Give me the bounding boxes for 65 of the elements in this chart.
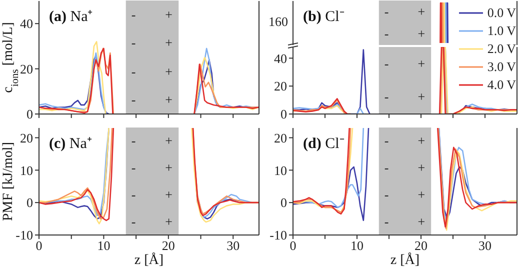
annotation: + [416,133,426,150]
x-tick-label: 20 [414,238,428,254]
annotation: - [130,92,137,108]
annotation: + [416,214,426,230]
annotation: + [164,160,174,176]
annotation: + [164,7,174,24]
annotation: - [383,4,390,20]
y-tick-label: 0 [26,106,33,122]
legend-label: 1.0 V [487,23,516,39]
annotation: + [164,186,174,203]
x-axis-title: z [Å] [133,253,165,269]
x-tick-label: 20 [162,238,175,254]
annotation: + [416,89,426,106]
y-tick-label: 0 [280,106,287,122]
y-tick-label: 10 [20,162,33,178]
x-tick-label: 30 [478,238,492,254]
annotation: + [416,160,426,176]
y-axis-title: PMF [kJ/mol] [1,142,16,221]
y-tick-label: 10 [274,162,287,178]
y-tick-label: 0 [26,195,33,210]
annotation: (b) Cl⁻ [303,9,344,25]
text: 160 [268,14,288,30]
annotation: + [416,186,426,203]
annotation: (a) Na⁺ [49,9,93,25]
annotation: - [383,26,390,42]
y-tick-label: 0 [280,195,287,210]
annotation: - [130,160,137,176]
annotation: + [416,4,426,20]
annotation: - [383,133,390,150]
x-tick-label: 10 [350,238,364,254]
x-tick-label: 10 [97,238,110,254]
annotation: + [164,214,174,230]
annotation: - [130,7,137,24]
annotation: - [130,186,137,203]
legend-label: 4.0 V [487,77,516,93]
annotation: - [383,89,390,106]
x-axis-title: z [Å] [389,253,421,269]
y-tick-label: -10 [16,228,33,243]
annotation: - [383,214,390,230]
y-tick-label: 20 [274,130,287,146]
annotation: - [130,35,137,52]
y-tick-label: 20 [20,130,33,146]
annotation: + [164,35,174,52]
y-tick-label: 20 [20,61,33,76]
annotation: (d) Cl⁻ [303,136,344,152]
annotation: - [130,133,137,150]
legend-label: 2.0 V [487,41,516,57]
legend-label: 3.0 V [487,59,516,75]
annotation: + [164,92,174,108]
y-tick-label: 40 [20,16,33,32]
y-tick-label: 40 [274,50,287,66]
annotation: - [383,56,390,72]
annotation: + [416,56,426,72]
y-tick-label: -10 [270,228,287,243]
annotation: - [130,214,137,230]
x-tick-label: 30 [226,238,240,254]
annotation: + [416,26,426,42]
annotation: - [130,64,137,80]
annotation: + [164,64,174,80]
annotation: + [164,133,174,150]
annotation: (c) Na⁺ [49,136,92,152]
y-tick-label: 20 [274,78,287,94]
annotation: - [383,160,390,176]
annotation: - [383,186,390,203]
legend-label: 0.0 V [487,5,516,21]
